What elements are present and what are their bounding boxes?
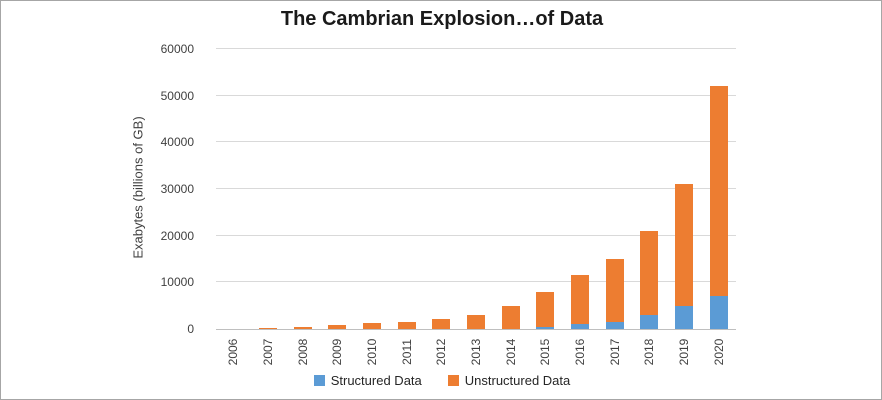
bar-segment-2017-unstructured-data [605,259,624,322]
y-tick-label-20000: 20000 [160,228,194,243]
y-tick-label-60000: 60000 [160,42,194,56]
bar-segment-2016-unstructured-data [571,275,589,325]
gridline-60000 [216,48,736,49]
x-tick-label-2016: 2016 [573,338,587,366]
bar-2009 [328,325,347,329]
y-tick-label-0: 0 [187,322,194,336]
legend-item-structured: Structured Data [313,373,422,388]
gridline-50000 [216,94,736,96]
bar-segment-2016-structured-data [571,324,589,329]
legend-item-unstructured: Unstructured Data [447,373,571,388]
bar-segment-2009-unstructured-data [328,325,347,329]
bar-2018 [640,231,659,329]
bar-segment-2017-structured-data [605,322,624,329]
x-tick-label-2013: 2013 [469,338,483,366]
y-tick-label-30000: 30000 [160,182,194,196]
x-tick-label-2006: 2006 [226,338,241,366]
bar-segment-2010-unstructured-data [363,323,381,329]
bar-2015 [536,291,555,329]
gridline-20000 [216,234,736,236]
x-tick-label-2012: 2012 [434,338,449,366]
x-tick-label-2018: 2018 [642,338,657,366]
unstructured-data-swatch-icon [447,375,459,386]
x-tick-label-2007: 2007 [261,338,275,366]
bar-2020 [709,86,728,329]
x-tick-label-2015: 2015 [538,338,553,366]
x-tick-label-2017: 2017 [607,338,622,366]
bar-segment-2020-structured-data [709,296,728,329]
bar-segment-2007-unstructured-data [259,328,277,329]
x-tick-label-2020: 2020 [711,338,726,366]
bar-segment-2014-unstructured-data [501,305,520,329]
plot-area [216,48,736,330]
legend-label-structured: Structured Data [330,373,422,388]
bar-2019 [675,184,693,329]
structured-data-swatch-icon [313,375,325,386]
y-tick-label-40000: 40000 [160,135,194,150]
bar-2013 [467,314,485,329]
bar-2017 [605,259,624,329]
x-tick-label-2009: 2009 [330,338,345,366]
x-tick-label-2019: 2019 [677,338,691,366]
legend: Structured Data Unstructured Data [1,373,881,388]
x-axis-line [216,329,736,330]
bar-segment-2012-unstructured-data [432,318,451,329]
bar-segment-2008-unstructured-data [293,327,312,329]
gridline-10000 [216,281,736,283]
bar-segment-2011-unstructured-data [397,322,416,329]
gridline-40000 [216,141,736,143]
y-tick-label-10000: 10000 [160,275,194,290]
bar-2007 [259,328,277,329]
bar-segment-2018-structured-data [640,315,659,329]
bar-segment-2020-unstructured-data [709,86,728,297]
bar-segment-2015-unstructured-data [536,291,555,328]
bar-2010 [363,323,381,329]
bar-2011 [397,322,416,329]
bar-2014 [501,305,520,329]
bar-segment-2013-unstructured-data [467,314,485,329]
bar-2012 [432,318,451,329]
y-tick-label-50000: 50000 [160,88,194,103]
chart-title: The Cambrian Explosion…of Data [280,8,604,30]
legend-label-unstructured: Unstructured Data [464,373,571,388]
bar-segment-2018-unstructured-data [640,231,659,315]
x-tick-label-2008: 2008 [295,338,310,366]
x-tick-label-2014: 2014 [503,338,518,366]
bar-2016 [571,275,589,329]
bar-segment-2019-structured-data [675,305,693,329]
x-tick-label-2011: 2011 [399,339,414,365]
gridline-30000 [216,188,736,189]
bar-segment-2019-unstructured-data [675,184,693,306]
bar-2008 [293,327,312,329]
x-tick-label-2010: 2010 [365,338,379,366]
bar-segment-2015-structured-data [536,327,555,329]
